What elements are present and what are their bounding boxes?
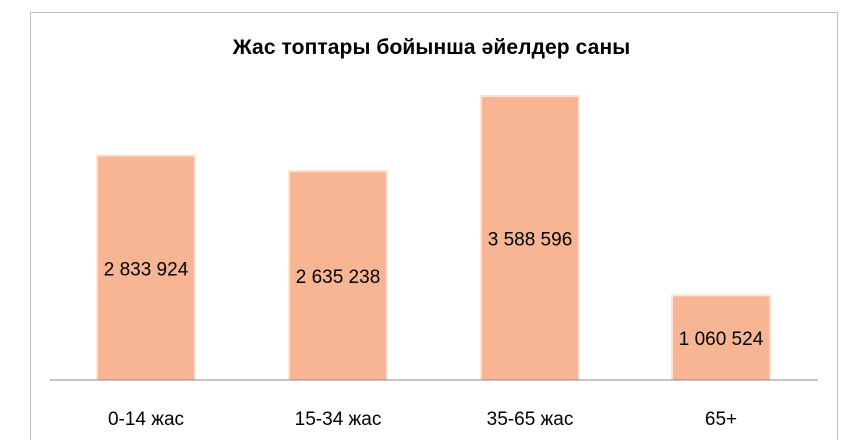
bars-group xyxy=(96,95,771,380)
data-label: 3 588 596 xyxy=(488,230,573,251)
chart-title: Жас топтары бойынша әйелдер саны xyxy=(232,36,631,59)
x-tick-label: 15-34 жас xyxy=(295,409,382,430)
bar xyxy=(290,172,386,380)
data-label: 2 635 238 xyxy=(296,267,381,288)
bar xyxy=(482,97,578,380)
x-tick-label: 35-65 жас xyxy=(487,409,574,430)
x-tick-label: 0-14 жас xyxy=(108,409,184,430)
data-label: 1 060 524 xyxy=(679,329,764,350)
labels-group: 2 833 924 0-14 жас 2 635 238 15-34 жас 3 588… xyxy=(104,230,764,431)
bar xyxy=(673,296,769,380)
bar xyxy=(98,156,194,380)
data-label: 2 833 924 xyxy=(104,259,189,280)
x-tick-label: 65+ xyxy=(705,409,737,430)
